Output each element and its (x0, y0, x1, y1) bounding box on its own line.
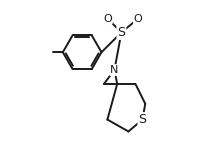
Text: O: O (134, 14, 143, 24)
Text: S: S (138, 113, 146, 126)
Text: O: O (103, 14, 112, 24)
Text: N: N (110, 65, 119, 75)
Text: S: S (117, 26, 126, 39)
